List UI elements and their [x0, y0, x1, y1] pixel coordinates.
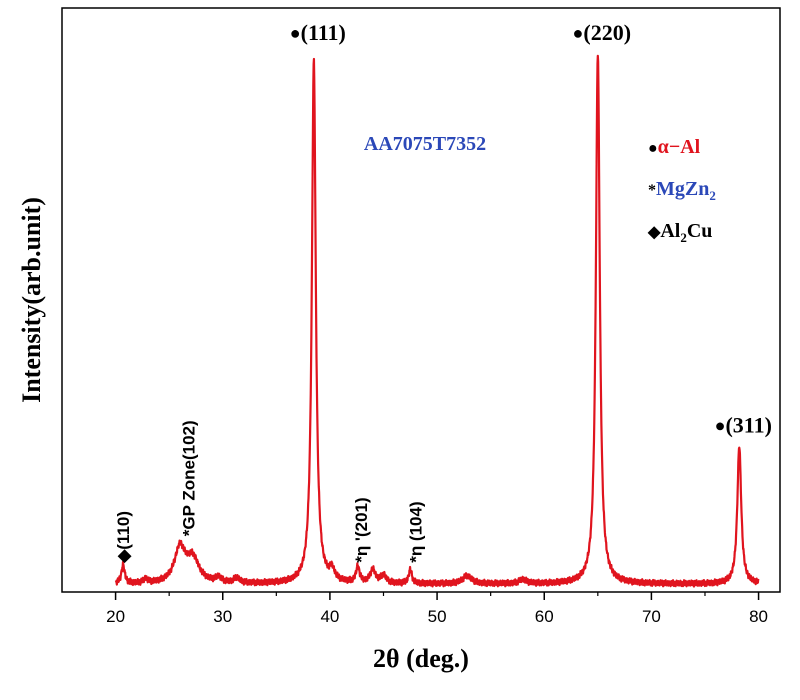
x-tick-label: 60	[535, 607, 554, 626]
peak-label: *η '(201)	[352, 497, 371, 562]
plot-border	[61, 7, 781, 593]
xrd-pattern-line	[114, 54, 760, 588]
peak-label: ●(111)	[290, 20, 346, 45]
sample-label: AA7075T7352	[364, 133, 486, 155]
peak-label-vertical: *η '(201)	[352, 497, 371, 562]
peak-label: ●(220)	[573, 20, 632, 45]
peak-label: *GP Zone(102)	[179, 420, 198, 536]
legend-entry: ◆Al2Cu	[647, 220, 712, 245]
x-tick-label: 20	[106, 607, 125, 626]
legend: ●α−Al *MgZn2 ◆Al2Cu	[647, 136, 716, 245]
y-axis-title: Intensity(arb.unit)	[17, 197, 46, 403]
legend-entry: *MgZn2	[648, 178, 716, 203]
x-tick-label: 80	[749, 607, 768, 626]
peak-label-vertical: *GP Zone(102)	[179, 420, 198, 536]
peak-label: ◆(110)	[114, 511, 133, 564]
x-tick-label: 70	[642, 607, 661, 626]
peak-annotations: ◆(110) *GP Zone(102) ●(111) *η '(201) *η (10…	[114, 20, 772, 564]
plot-frame	[61, 7, 781, 593]
series-layer	[114, 54, 760, 588]
peak-label-vertical: *η (104)	[407, 501, 426, 562]
legend-entry: ●α−Al	[648, 136, 701, 158]
x-tick-label: 30	[213, 607, 232, 626]
peak-label: *η (104)	[407, 501, 426, 562]
peak-label-vertical: ◆(110)	[114, 511, 133, 564]
x-tick-label: 40	[320, 607, 339, 626]
peak-label: ●(311)	[715, 413, 772, 438]
x-axis-ticks: 20 30 40 50 60 70 80	[106, 592, 768, 626]
x-axis-title: 2θ (deg.)	[373, 644, 469, 673]
x-tick-label: 50	[428, 607, 447, 626]
